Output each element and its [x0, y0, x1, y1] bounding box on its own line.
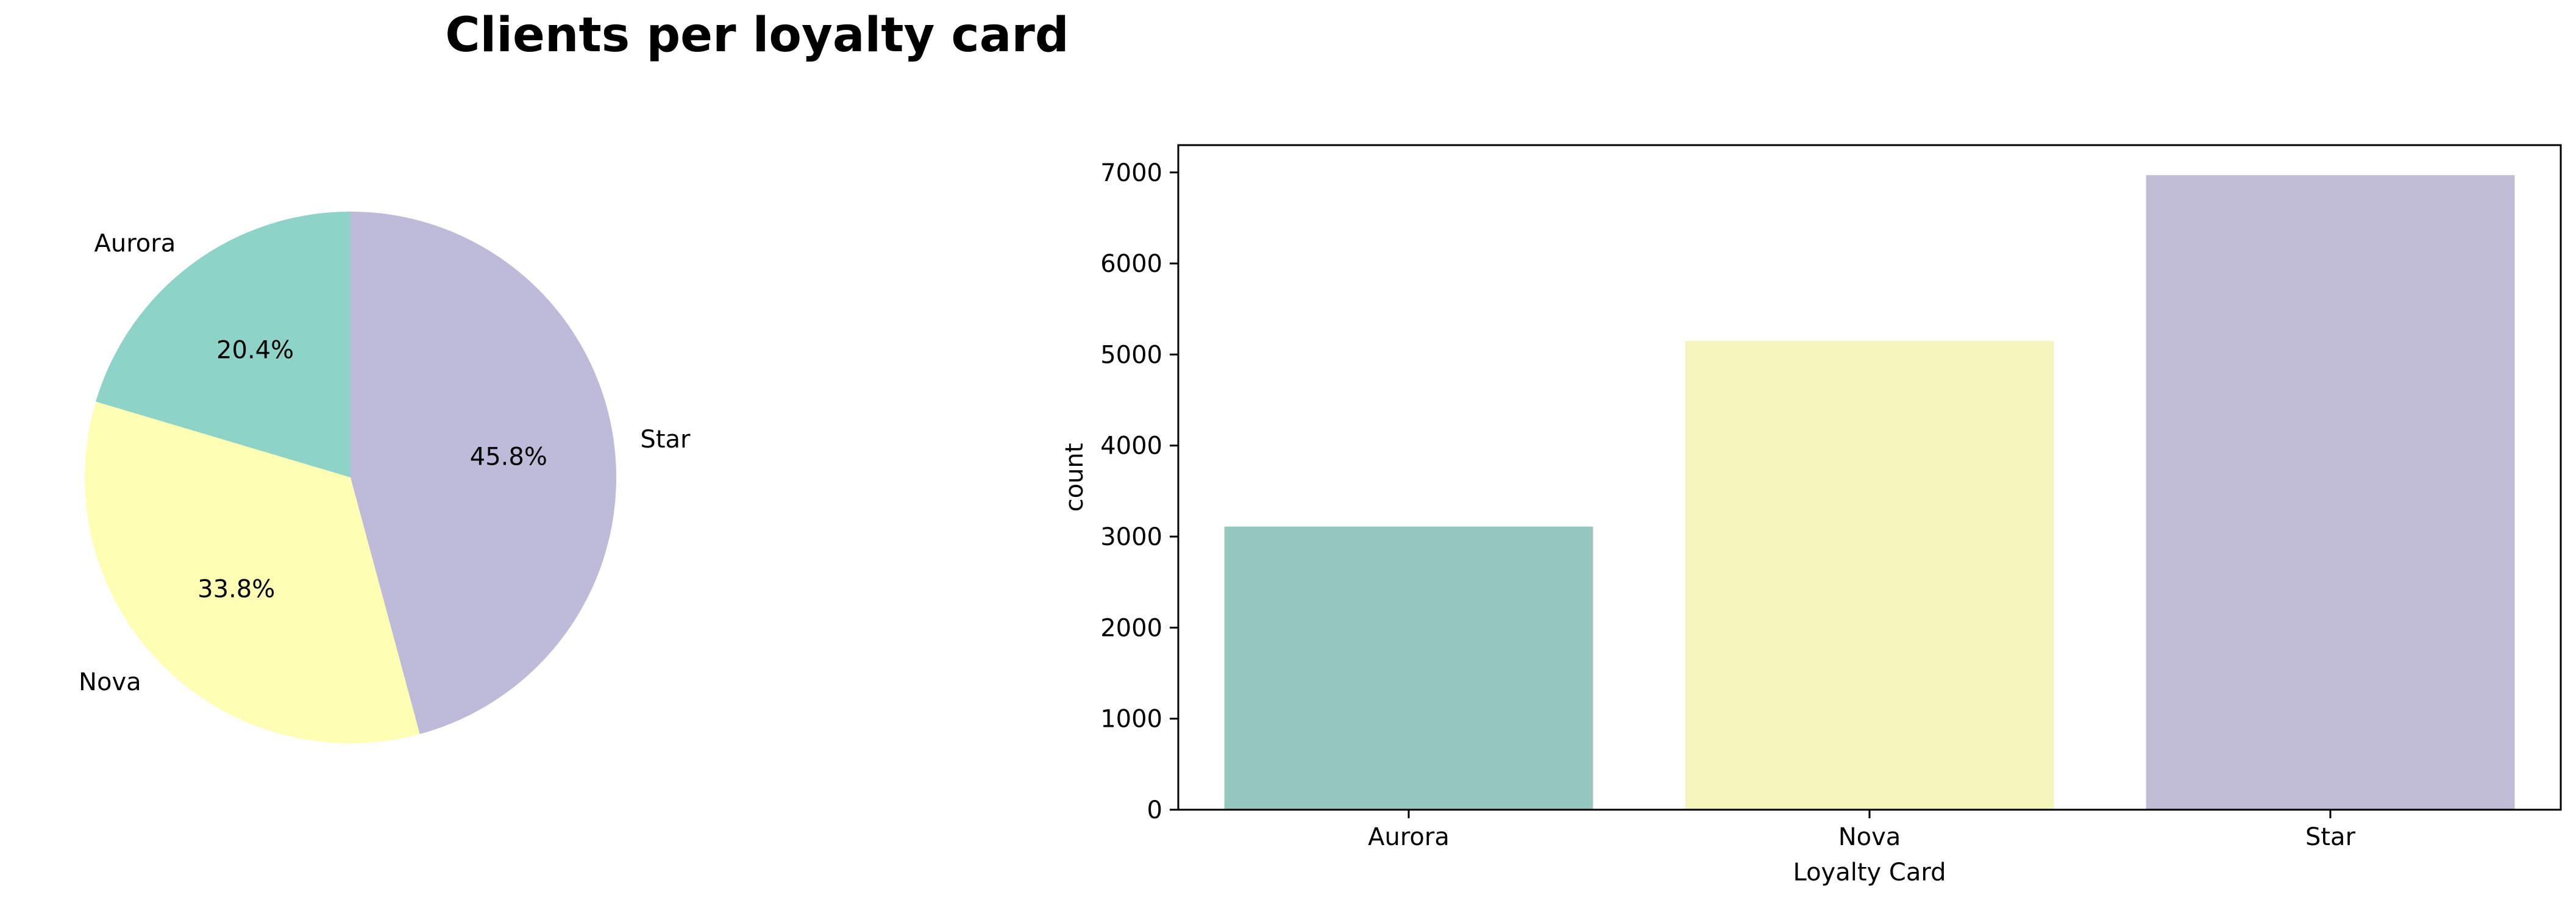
- x-axis: Aurora Nova Star: [1368, 810, 2356, 851]
- x-tick-label-nova: Nova: [1838, 823, 1901, 851]
- pie-slice-nova: [85, 401, 420, 743]
- chart-title: Clients per loyalty card: [445, 8, 1069, 63]
- pie-slice-aurora: [96, 212, 350, 477]
- y-tick-label: 3000: [1100, 523, 1162, 551]
- pie-pct-aurora: 20.4%: [216, 336, 294, 364]
- y-tick-label: 4000: [1100, 432, 1162, 460]
- y-axis-label: count: [1061, 443, 1089, 512]
- y-tick-label: 5000: [1100, 341, 1162, 369]
- pie-chart: Aurora 20.4% Nova 33.8% Star 45.8%: [79, 212, 691, 743]
- bar-nova: [1685, 341, 2054, 810]
- bar-chart: 0 1000 2000 3000 4000 5000 6000 7000 Aurora Nova…: [1061, 144, 2562, 887]
- pie-label-aurora: Aurora: [94, 230, 176, 258]
- bar-series: [1224, 175, 2515, 810]
- pie-label-star: Star: [640, 426, 691, 454]
- pie-label-nova: Nova: [79, 668, 141, 696]
- y-tick-label: 7000: [1100, 159, 1162, 187]
- y-tick-label: 2000: [1100, 614, 1162, 642]
- y-axis: 0 1000 2000 3000 4000 5000 6000 7000: [1100, 159, 1178, 824]
- x-axis-label: Loyalty Card: [1793, 858, 1946, 887]
- y-tick-label: 0: [1147, 796, 1162, 824]
- bar-aurora: [1224, 526, 1593, 810]
- pie-pct-nova: 33.8%: [197, 576, 275, 604]
- pie-slice-star: [350, 212, 616, 734]
- y-tick-label: 1000: [1100, 705, 1162, 733]
- y-tick-label: 6000: [1100, 250, 1162, 278]
- x-tick-label-star: Star: [2305, 823, 2356, 851]
- x-tick-label-aurora: Aurora: [1368, 823, 1450, 851]
- bar-star: [2146, 175, 2515, 810]
- pie-pct-star: 45.8%: [470, 443, 547, 471]
